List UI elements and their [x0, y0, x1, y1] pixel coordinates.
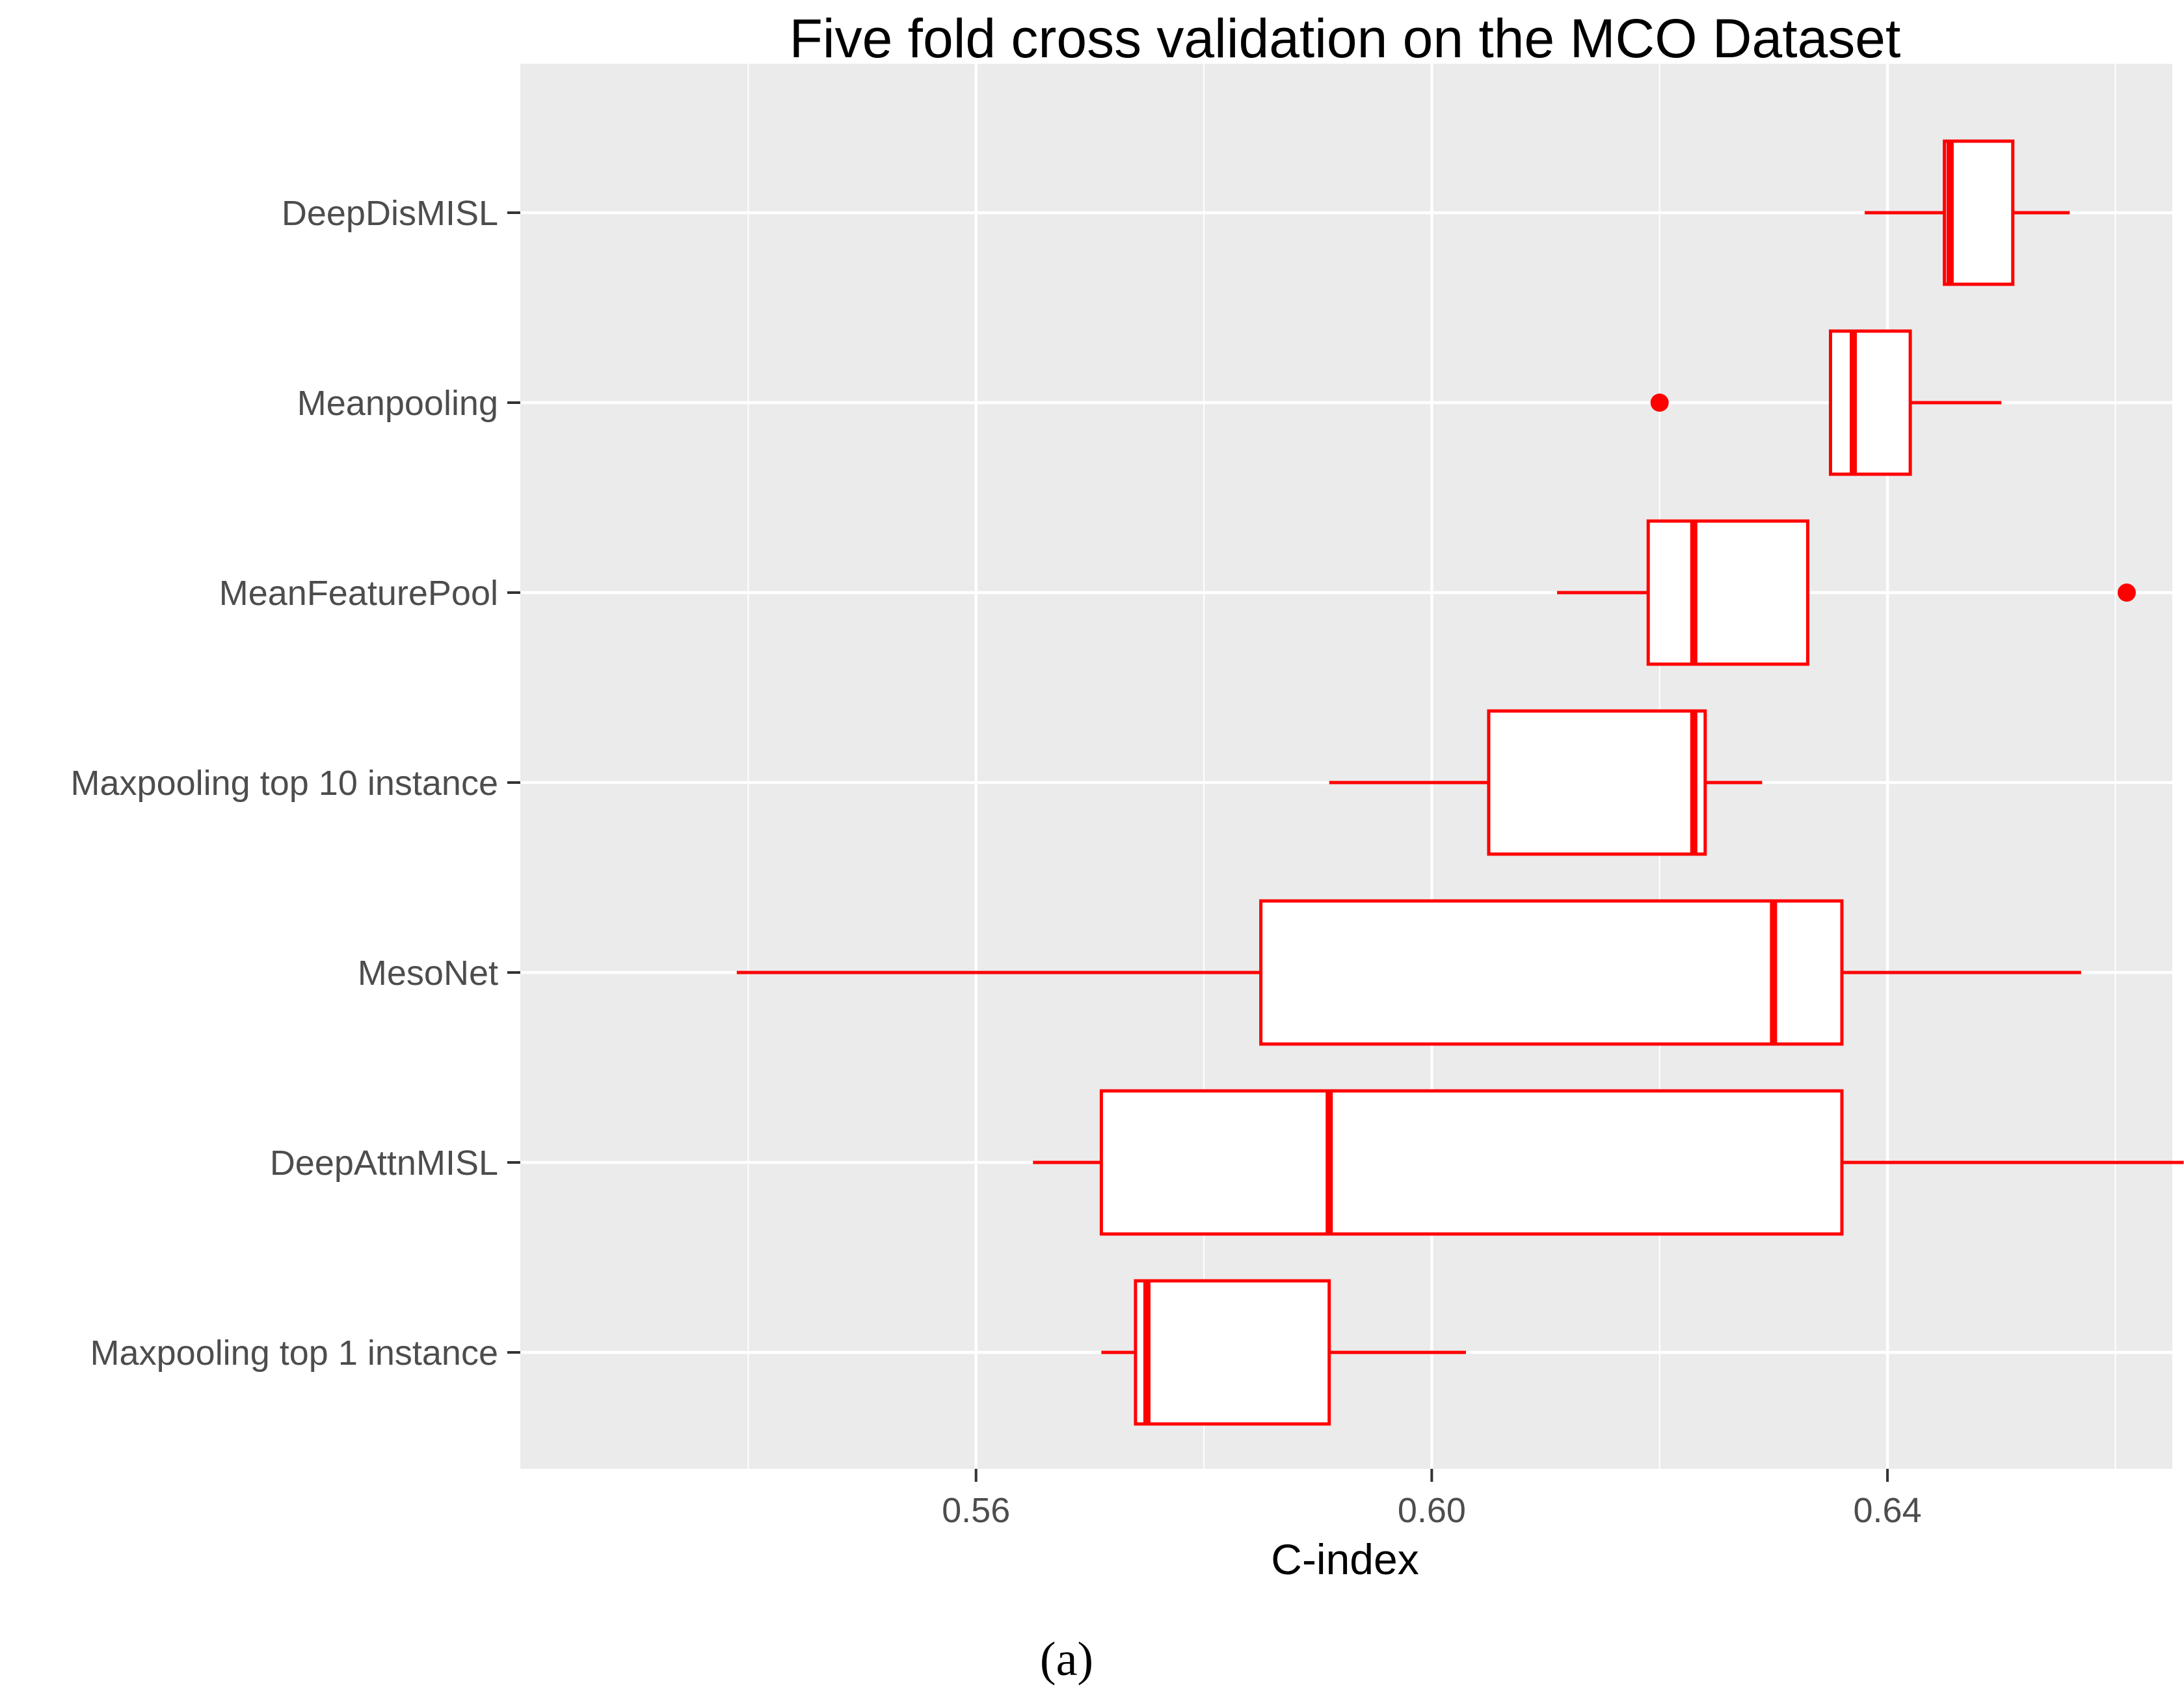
y-tick-label: MesoNet	[358, 954, 498, 993]
box-maxpooling-top-1-instance	[1101, 1279, 1466, 1426]
y-tick-label: Maxpooling top 10 instance	[71, 764, 498, 803]
box-mesonet	[736, 899, 2081, 1046]
outlier-point	[1650, 394, 1669, 412]
x-axis-label: C-index	[1271, 1535, 1418, 1583]
plot-panel	[520, 64, 2172, 1469]
y-tick-label: MeanFeaturePool	[219, 574, 498, 613]
box-deepdismisl	[1865, 139, 2070, 286]
box-series	[736, 139, 2184, 1426]
box-maxpooling-top-10-instance	[1329, 709, 1763, 856]
x-axis-ticks: 0.56 0.60 0.64	[942, 1469, 1922, 1530]
box-iqr	[1134, 1279, 1331, 1426]
box-iqr	[1828, 329, 1912, 476]
box-iqr	[1259, 899, 1844, 1046]
outlier-point	[2117, 583, 2136, 602]
box-deepattnmisl	[1033, 1089, 2184, 1236]
y-tick-label: Meanpooling	[297, 384, 498, 423]
x-tick-label: 0.60	[1398, 1491, 1466, 1530]
x-tick-label: 0.56	[942, 1491, 1010, 1530]
box-meanpooling	[1650, 329, 2002, 476]
y-tick-label: Maxpooling top 1 instance	[90, 1334, 498, 1373]
box-iqr	[1099, 1089, 1844, 1236]
figure-caption: (a)	[1040, 1633, 1093, 1686]
box-iqr	[1487, 709, 1707, 856]
box-iqr	[1646, 519, 1809, 666]
box-meanfeaturepool	[1557, 519, 2136, 666]
y-tick-label: DeepDisMISL	[282, 194, 498, 233]
y-tick-label: DeepAttnMISL	[270, 1144, 498, 1183]
box-iqr	[1943, 139, 2015, 286]
y-axis-ticks: DeepDisMISL Meanpooling MeanFeaturePool Max…	[71, 194, 520, 1373]
x-tick-label: 0.64	[1854, 1491, 1922, 1530]
chart-title: Five fold cross validation on the MCO Da…	[790, 8, 1901, 69]
